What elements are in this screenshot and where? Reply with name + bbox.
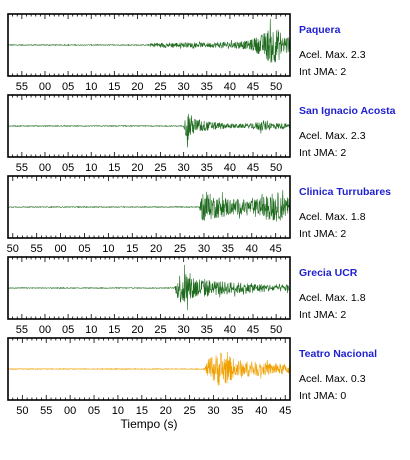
x-tick-label: 40: [246, 243, 258, 255]
x-tick-label: 05: [62, 162, 74, 174]
panel-frame: [7, 94, 291, 158]
waveform-trace: [7, 264, 291, 311]
x-tick-label: 35: [222, 243, 234, 255]
x-tick-label: 10: [85, 162, 97, 174]
x-tick-label: 40: [255, 405, 267, 417]
station-name: Clinica Turrubares: [299, 186, 391, 198]
x-tick-label: 45: [247, 324, 259, 336]
x-tick-label: 05: [62, 81, 74, 93]
x-tick-label: 45: [247, 81, 259, 93]
x-tick-label: 45: [279, 405, 291, 417]
x-tick-label: 55: [16, 162, 28, 174]
x-tick-label: 35: [201, 324, 213, 336]
max-acceleration: Acel. Max. 1.8: [299, 292, 366, 304]
jma-intensity: Int JMA: 2: [299, 147, 346, 159]
x-tick-label: 50: [16, 405, 28, 417]
x-tick-label: 55: [40, 405, 52, 417]
x-tick-label: 55: [16, 81, 28, 93]
x-tick-label: 05: [88, 405, 100, 417]
station-name: Teatro Nacional: [299, 348, 377, 360]
x-tick-label: 20: [150, 243, 162, 255]
waveform-trace: [7, 18, 291, 63]
station-name: Grecia UCR: [299, 267, 358, 279]
x-tick-label: 20: [131, 162, 143, 174]
x-tick-label: 35: [231, 405, 243, 417]
x-tick-label: 45: [247, 162, 259, 174]
max-acceleration: Acel. Max. 2.3: [299, 49, 366, 61]
x-tick-label: 15: [136, 405, 148, 417]
seismogram-panel: 55 00 05 10 15 20 25 30 35 40 45 50 San Ignacio Acos…: [7, 94, 396, 174]
x-tick-label: 35: [201, 162, 213, 174]
x-tick-label: 00: [64, 405, 76, 417]
x-tick-label: 50: [270, 81, 282, 93]
x-tick-label: 40: [224, 162, 236, 174]
x-tick-label: 25: [174, 243, 186, 255]
x-tick-label: 30: [178, 162, 190, 174]
x-tick-label: 20: [160, 405, 172, 417]
panel-frame: [7, 337, 291, 401]
seismogram-panel: 55 00 05 10 15 20 25 30 35 40 45 50 Grecia UCR Acel. …: [7, 256, 366, 336]
waveform-trace: [7, 190, 291, 222]
panel-frame: [7, 256, 291, 320]
x-tick-label: 10: [112, 405, 124, 417]
panel-frame: [7, 175, 291, 239]
x-tick-label: 45: [270, 243, 282, 255]
x-tick-label: 20: [131, 81, 143, 93]
x-tick-label: 20: [131, 324, 143, 336]
max-acceleration: Acel. Max. 2.3: [299, 130, 366, 142]
x-tick-label: 15: [108, 324, 120, 336]
jma-intensity: Int JMA: 0: [299, 390, 346, 402]
waveform-trace: [7, 351, 291, 386]
x-tick-label: 50: [270, 324, 282, 336]
x-tick-label: 50: [7, 243, 19, 255]
x-tick-label: 30: [178, 324, 190, 336]
x-tick-label: 15: [108, 162, 120, 174]
x-tick-label: 05: [78, 243, 90, 255]
station-name: Paquera: [299, 24, 341, 36]
x-axis-label: Tiempo (s): [121, 417, 178, 431]
x-tick-label: 00: [39, 81, 51, 93]
x-tick-label: 50: [270, 162, 282, 174]
x-tick-label: 30: [198, 243, 210, 255]
x-tick-label: 15: [108, 81, 120, 93]
x-tick-label: 15: [126, 243, 138, 255]
x-tick-label: 30: [178, 81, 190, 93]
x-tick-label: 10: [85, 324, 97, 336]
x-tick-label: 25: [184, 405, 196, 417]
seismogram-panel: 50 55 00 05 10 15 20 25 30 35 40 45 Clinica Turrubar…: [7, 175, 391, 255]
x-tick-label: 10: [85, 81, 97, 93]
x-tick-label: 00: [39, 162, 51, 174]
max-acceleration: Acel. Max. 0.3: [299, 373, 366, 385]
x-tick-label: 35: [201, 81, 213, 93]
seismogram-panel: 50 55 00 05 10 15 20 25 30 35 40 45 Teatro Nacional A…: [7, 337, 377, 417]
x-tick-label: 05: [62, 324, 74, 336]
panel-frame: [7, 13, 291, 77]
x-tick-label: 25: [154, 162, 166, 174]
jma-intensity: Int JMA: 2: [299, 228, 346, 240]
x-tick-label: 30: [207, 405, 219, 417]
x-tick-label: 55: [16, 324, 28, 336]
max-acceleration: Acel. Max. 1.8: [299, 211, 366, 223]
x-tick-label: 25: [154, 324, 166, 336]
x-tick-label: 55: [31, 243, 43, 255]
x-tick-label: 00: [39, 324, 51, 336]
station-name: San Ignacio Acosta: [299, 105, 396, 117]
x-tick-label: 00: [54, 243, 66, 255]
x-tick-label: 25: [154, 81, 166, 93]
x-tick-label: 40: [224, 81, 236, 93]
waveform-trace: [7, 113, 291, 148]
seismogram-panel: 55 00 05 10 15 20 25 30 35 40 45 50 Paquera Acel. Max…: [7, 13, 366, 93]
x-tick-label: 10: [102, 243, 114, 255]
jma-intensity: Int JMA: 2: [299, 309, 346, 321]
jma-intensity: Int JMA: 2: [299, 66, 346, 78]
x-tick-label: 40: [224, 324, 236, 336]
